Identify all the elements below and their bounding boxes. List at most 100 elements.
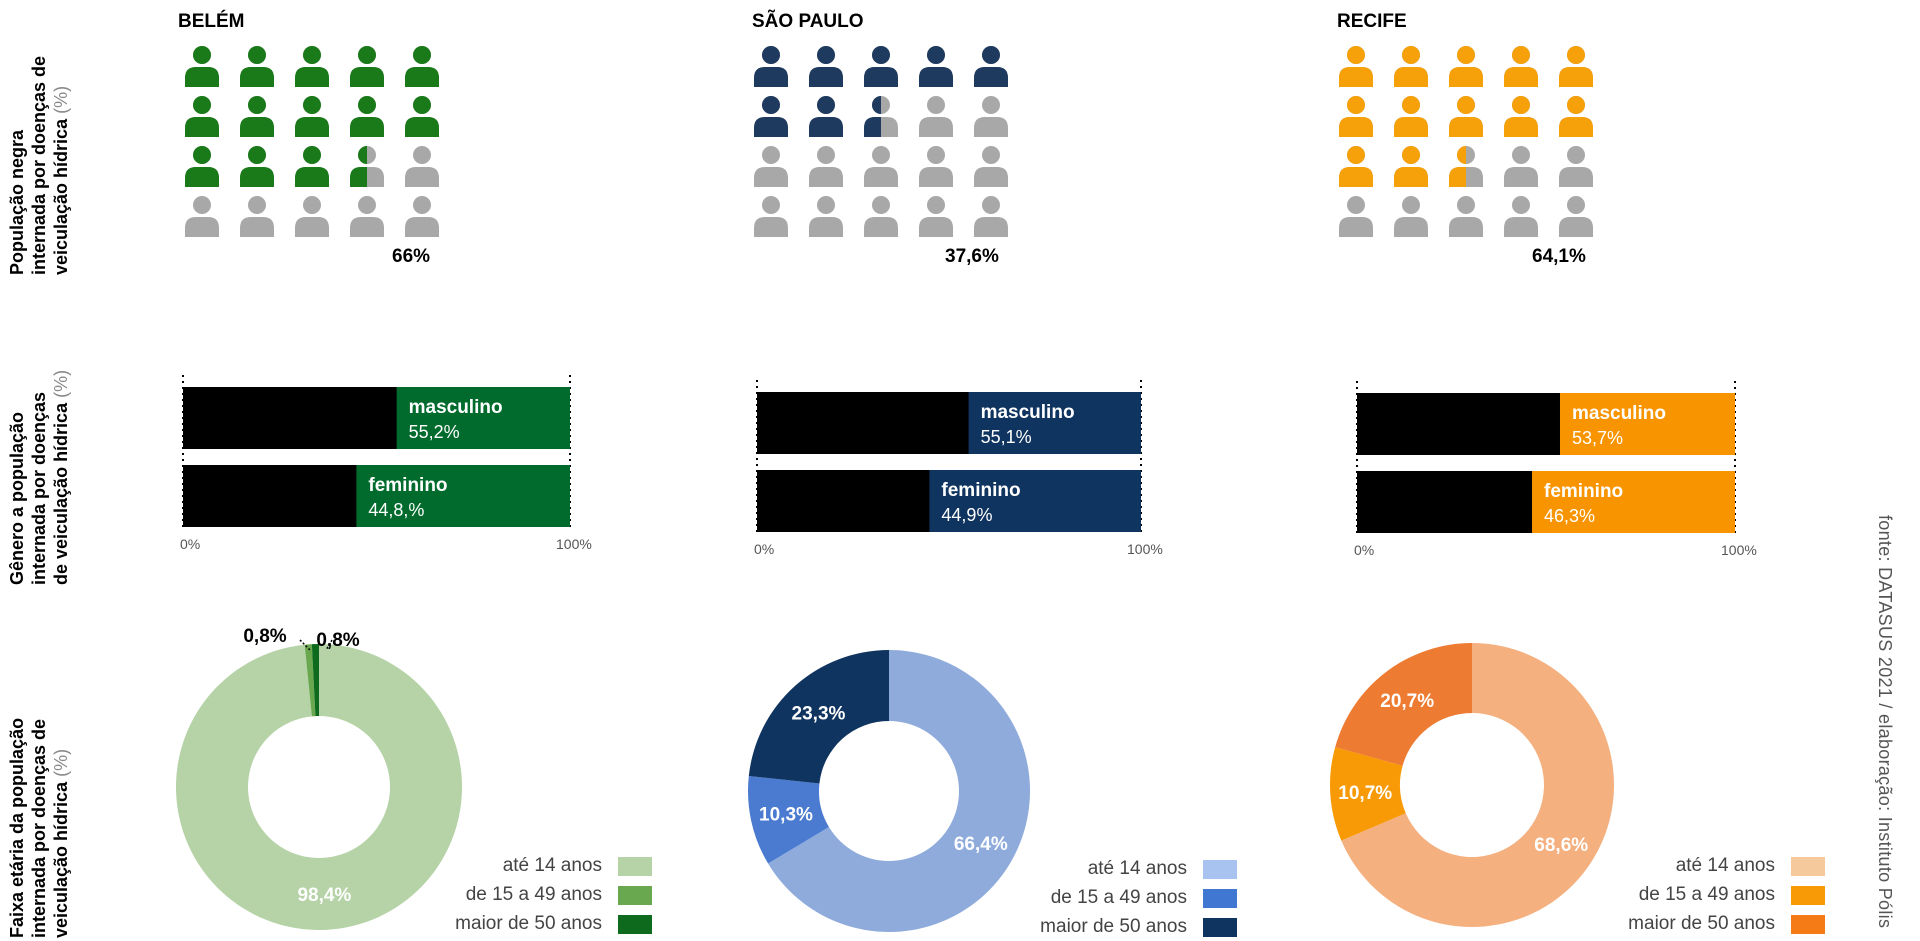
donut-value-label: 66,4% [954, 834, 1008, 855]
person-icon [864, 196, 898, 237]
legend-swatch [1203, 889, 1237, 908]
person-icon [240, 146, 274, 187]
donut-slice [175, 644, 462, 930]
legend-swatch [1791, 886, 1825, 905]
donut-value-label: 23,3% [792, 704, 846, 725]
leader-line [325, 639, 333, 651]
donut-value-label: 10,7% [1338, 783, 1392, 804]
bar-category-label: feminino [1544, 481, 1623, 502]
axis-tick-label: 0% [1354, 542, 1374, 558]
person-icon [295, 146, 329, 187]
person-icon [1504, 146, 1538, 187]
donut-value-label: 68,6% [1534, 835, 1588, 856]
legend-swatch [618, 915, 652, 934]
pictogram-percentage: 66% [392, 246, 431, 267]
bar-value-label: 46,3% [1544, 506, 1595, 526]
person-icon [864, 46, 898, 87]
person-icon [405, 96, 439, 137]
person-icon [1394, 46, 1428, 87]
person-icon [350, 46, 384, 87]
legend-label: até 14 anos [1087, 858, 1187, 879]
person-icon [919, 46, 953, 87]
legend-label: até 14 anos [502, 855, 602, 876]
person-icon [185, 196, 219, 237]
person-icon [1559, 196, 1593, 237]
legend: até 14 anos de 15 a 49 anos maior de 50 … [0, 854, 1825, 934]
axis-tick-label: 100% [1127, 541, 1163, 557]
person-icon [350, 146, 384, 187]
legend-label: de 15 a 49 anos [1050, 887, 1187, 908]
gender-bar-masculino [1357, 393, 1560, 455]
person-icon [240, 196, 274, 237]
gender-bar-feminino [183, 465, 357, 527]
person-icon [754, 46, 788, 87]
city-title: SÃO PAULO [752, 11, 864, 32]
person-icon [350, 96, 384, 137]
legend-swatch [1791, 915, 1825, 934]
person-icon [185, 46, 219, 87]
person-icon [1504, 196, 1538, 237]
person-icon [864, 96, 898, 137]
bar-category-label: feminino [941, 480, 1020, 501]
gender-bar-masculino [183, 387, 397, 449]
person-icon [974, 96, 1008, 137]
person-icon [240, 46, 274, 87]
legend-label: maior de 50 anos [455, 913, 602, 934]
bar-value-label: 53,7% [1572, 428, 1623, 448]
person-icon [405, 196, 439, 237]
person-icon [809, 46, 843, 87]
bar-value-label: 55,2% [409, 422, 460, 442]
donut-value-label: 20,7% [1380, 691, 1434, 712]
person-icon [185, 146, 219, 187]
donut-slice [1330, 747, 1406, 841]
person-icon [1559, 96, 1593, 137]
bar-value-label: 44,8,% [368, 500, 424, 520]
person-icon [809, 196, 843, 237]
person-icon [350, 196, 384, 237]
person-icon [809, 146, 843, 187]
person-icon [1394, 146, 1428, 187]
person-icon [1339, 46, 1373, 87]
legend-label: de 15 a 49 anos [465, 884, 602, 905]
donut-slice [311, 644, 319, 717]
gender-bar-feminino [757, 470, 930, 532]
person-icon [295, 96, 329, 137]
person-icon [974, 46, 1008, 87]
donut-slice [748, 775, 829, 864]
donut-value-label: 0,8% [243, 626, 286, 647]
pictogram-percentage: 37,6% [945, 246, 999, 267]
person-icon [919, 146, 953, 187]
pictogram-percentage: 64,1% [1532, 246, 1586, 267]
person-icon [754, 96, 788, 137]
person-icon [405, 46, 439, 87]
donut-value-label: 0,8% [316, 630, 359, 651]
person-icon [1449, 196, 1483, 237]
city-title: BELÉM [178, 11, 245, 32]
person-icon [1449, 96, 1483, 137]
bar-value-label: 44,9% [941, 505, 992, 525]
person-icon [1339, 196, 1373, 237]
bar-value-label: 55,1% [981, 427, 1032, 447]
legend-swatch [1203, 918, 1237, 937]
gender-bar-masculino [757, 392, 969, 454]
donut-slice [304, 644, 316, 717]
axis-tick-label: 0% [180, 536, 200, 552]
city-title: RECIFE [1337, 11, 1407, 32]
person-icon [1449, 46, 1483, 87]
person-icon [1394, 96, 1428, 137]
person-icon [809, 96, 843, 137]
legend-label: até 14 anos [1675, 855, 1775, 876]
legend: até 14 anos de 15 a 49 anos maior de 50 … [0, 854, 652, 934]
legend-swatch [618, 886, 652, 905]
legend-swatch [1203, 860, 1237, 879]
person-icon [754, 196, 788, 237]
person-icon [1504, 46, 1538, 87]
donut-slice [1335, 643, 1472, 766]
donut-slice [1341, 643, 1614, 928]
person-icon [240, 96, 274, 137]
person-icon [1449, 146, 1483, 187]
legend: até 14 anos de 15 a 49 anos maior de 50 … [0, 857, 1237, 937]
